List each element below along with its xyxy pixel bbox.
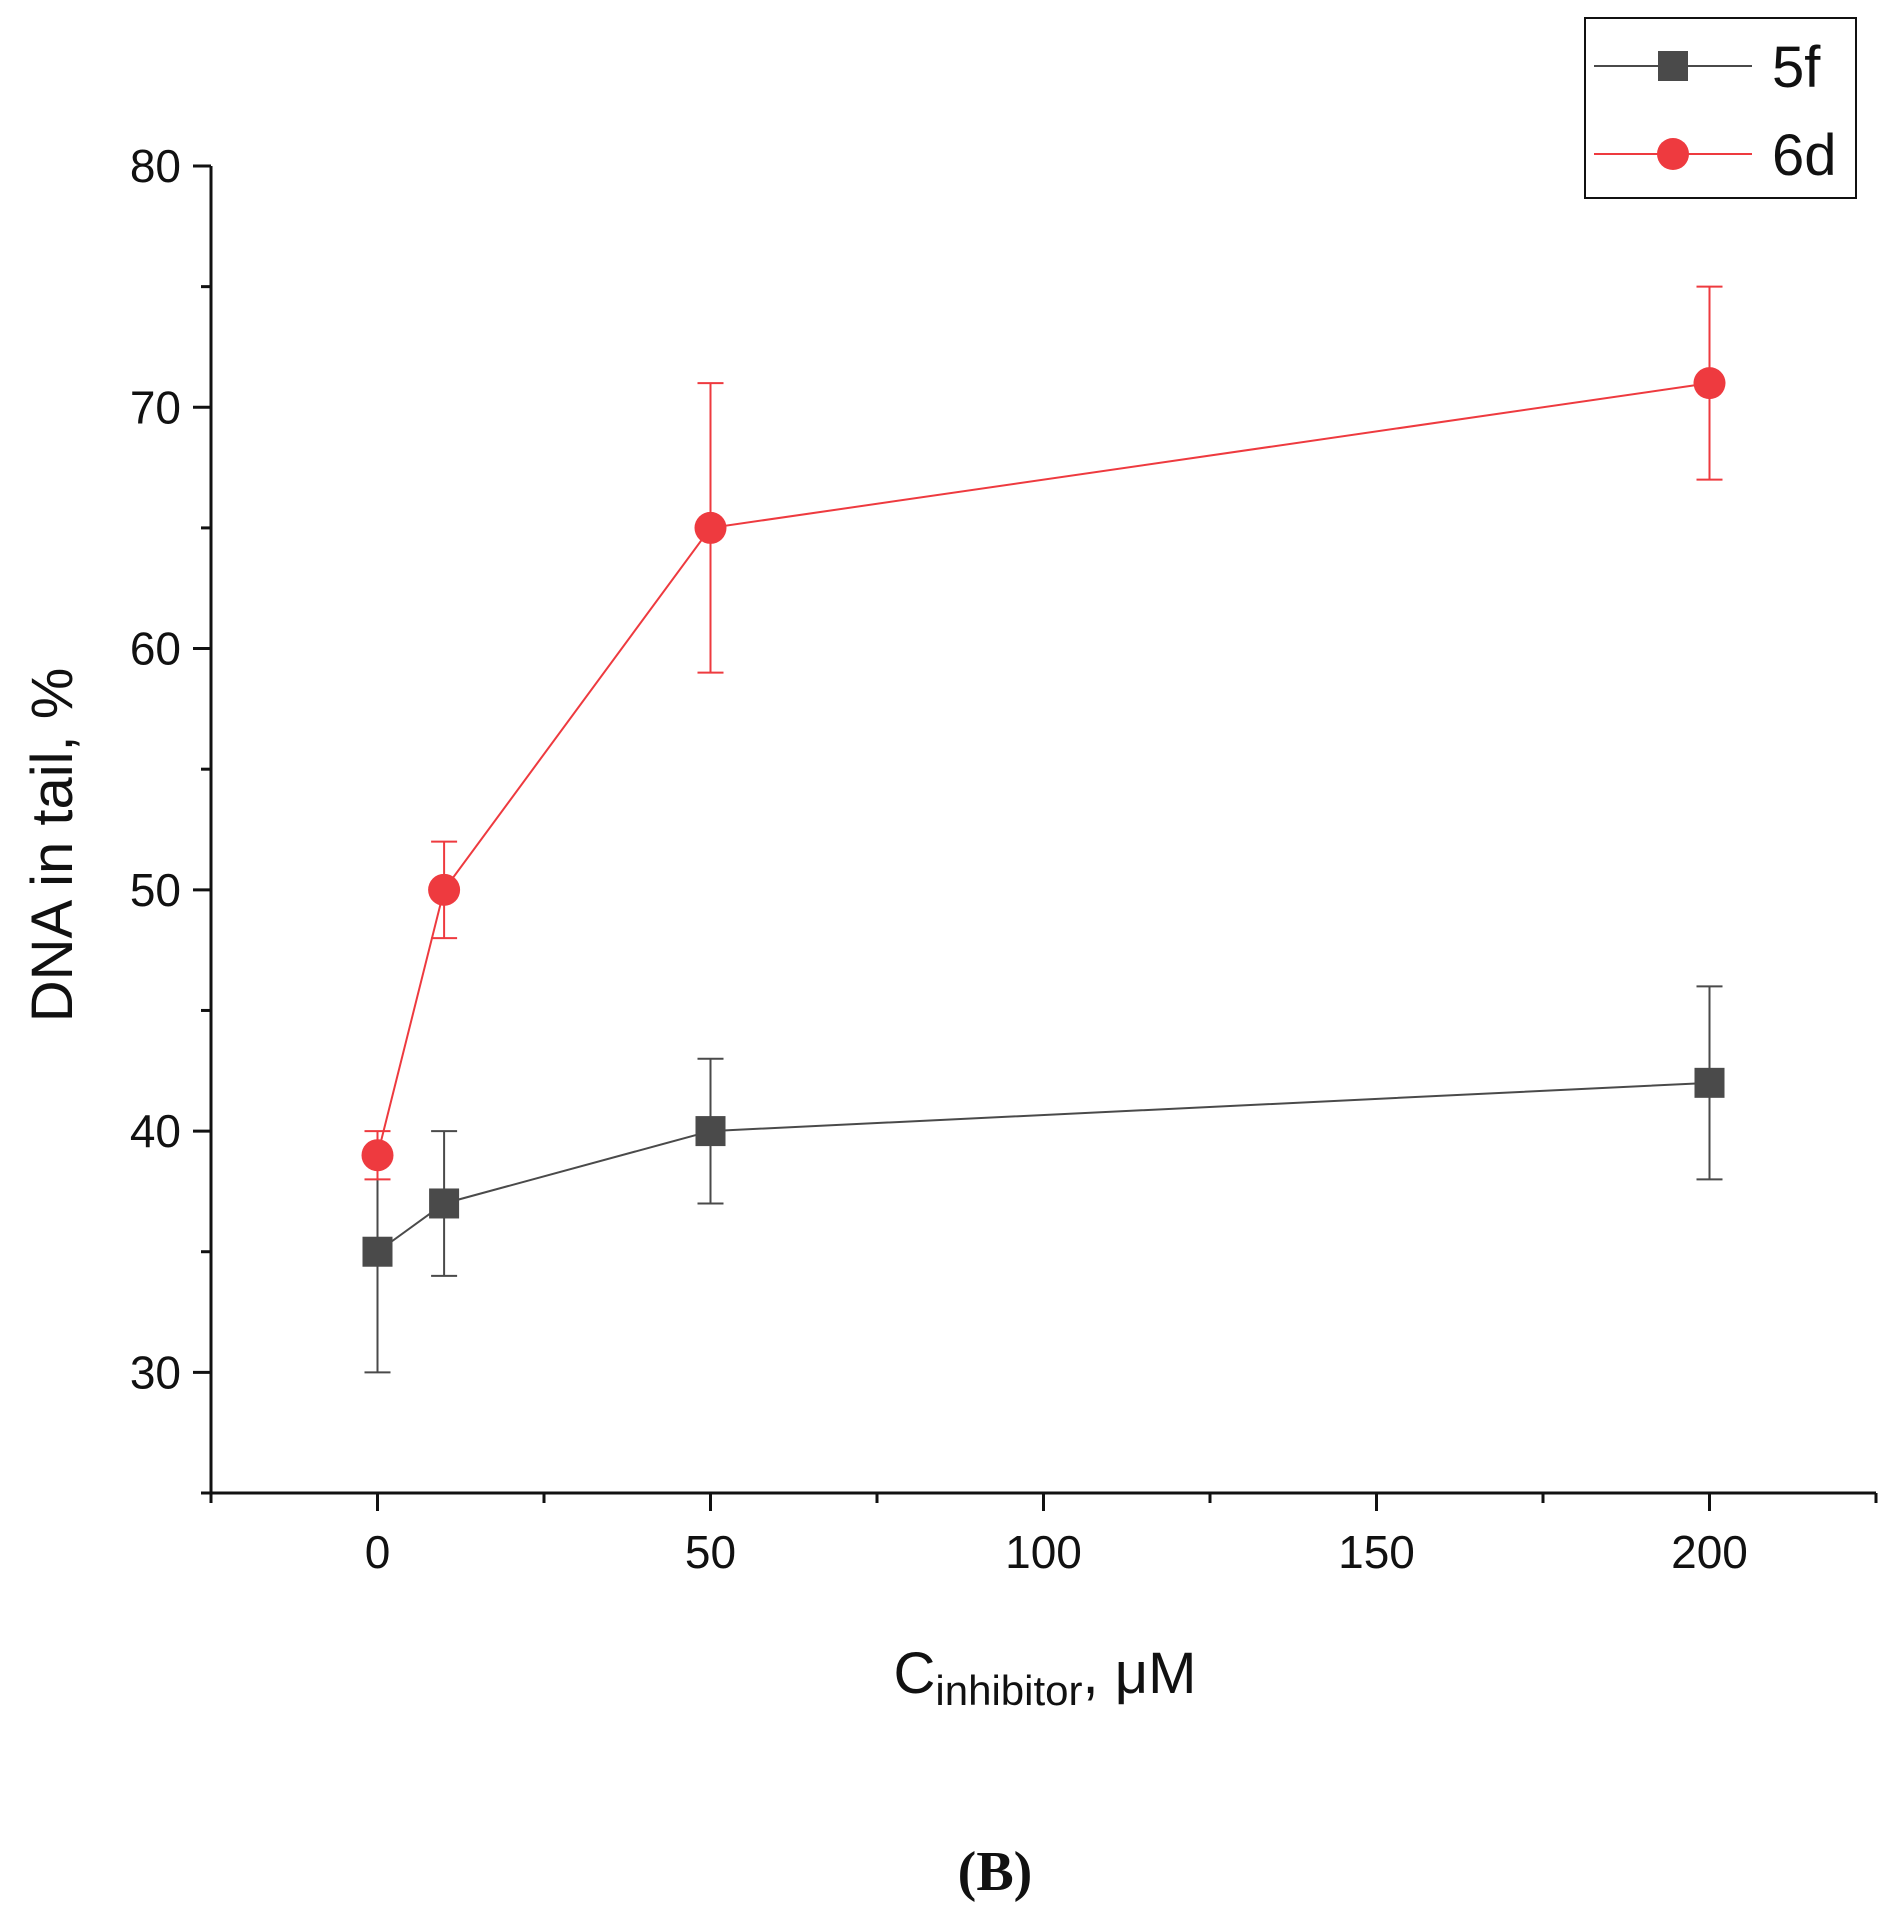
x-axis-title-unit: , μM <box>1083 1641 1197 1706</box>
panel-label: (B) <box>958 1841 1033 1903</box>
series-5f <box>362 985 1725 1374</box>
y-tick-label: 40 <box>130 1105 181 1157</box>
legend-marker-square <box>1658 51 1688 81</box>
data-point-6d <box>1693 367 1726 400</box>
legend-item-6d: 6d <box>1594 123 1837 188</box>
series-line-6d <box>376 382 1710 1156</box>
x-axis-title: Cinhibitor, μM <box>894 1641 1197 1714</box>
x-axis-title-subscript: inhibitor <box>935 1667 1082 1714</box>
legend: 5f 6d <box>1584 17 1857 199</box>
y-tick-label: 70 <box>130 381 181 433</box>
x-tick-label: 0 <box>365 1526 391 1578</box>
y-tick-label: 80 <box>130 140 181 192</box>
data-point-6d <box>361 1139 394 1172</box>
data-point-5f <box>429 1188 460 1219</box>
x-axis-title-main: C <box>894 1641 936 1706</box>
y-axis-title: DNA in tail, % <box>20 668 85 1023</box>
series-6d <box>361 285 1726 1181</box>
data-point-5f <box>1694 1067 1725 1098</box>
legend-label-6d: 6d <box>1772 123 1837 188</box>
y-tick-label: 50 <box>130 864 181 916</box>
legend-marker-circle <box>1657 138 1689 170</box>
series-line-5f <box>376 1081 1710 1253</box>
axes-layer: 30 40 50 60 70 80 0 50 100 150 200 <box>130 140 1878 1578</box>
legend-box <box>1584 17 1857 199</box>
data-point-6d <box>428 873 461 906</box>
x-tick-label: 100 <box>1005 1526 1082 1578</box>
legend-item-5f: 5f <box>1594 35 1821 100</box>
x-tick-label: 200 <box>1671 1526 1748 1578</box>
data-point-5f <box>695 1116 726 1147</box>
data-point-5f <box>362 1236 393 1267</box>
x-tick-label: 50 <box>685 1526 736 1578</box>
x-tick-label: 150 <box>1338 1526 1415 1578</box>
legend-label-5f: 5f <box>1772 35 1821 100</box>
y-tick-label: 30 <box>130 1346 181 1398</box>
series-layer <box>361 285 1726 1374</box>
data-point-6d <box>694 511 727 544</box>
y-tick-label: 60 <box>130 623 181 675</box>
